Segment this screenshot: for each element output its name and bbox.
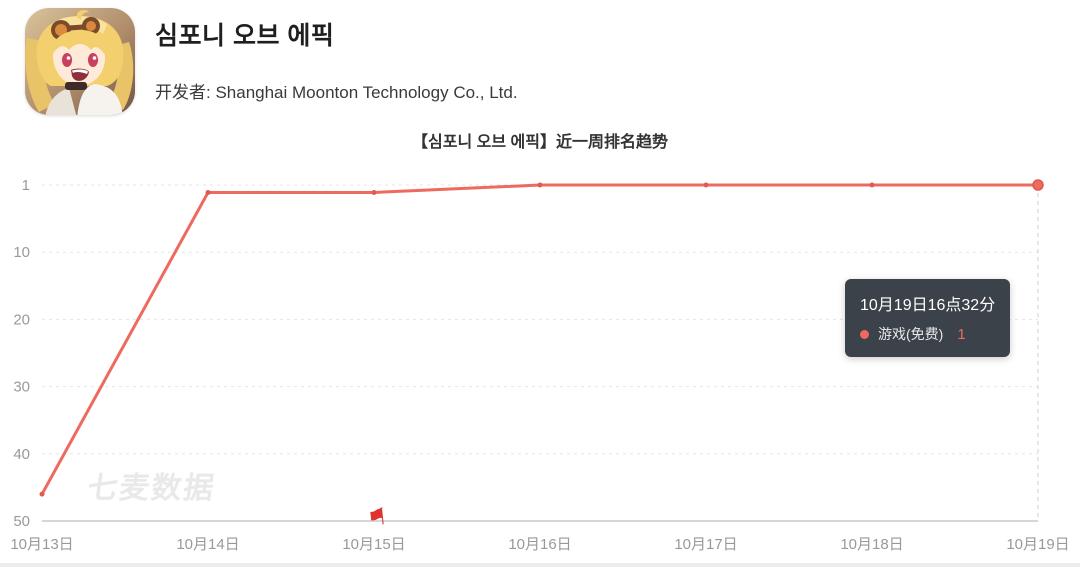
x-axis-tick-label: 10月14日 <box>176 536 239 553</box>
data-point[interactable] <box>703 182 709 188</box>
app-header: 심포니 오브 에픽 开发者: Shanghai Moonton Technolo… <box>0 0 1080 125</box>
highlighted-data-point[interactable] <box>1032 179 1044 191</box>
tooltip-series-label: 游戏(免费) <box>878 326 944 342</box>
data-point[interactable] <box>205 189 211 195</box>
app-title: 심포니 오브 에픽 <box>155 22 335 50</box>
x-axis-tick-label: 10月13日 <box>10 536 73 553</box>
anime-girl-icon <box>25 8 135 115</box>
y-axis-tick-label: 50 <box>13 513 30 530</box>
series-dot-icon <box>860 329 869 339</box>
chart-title: 【심포니 오브 에픽】近一周排名趋势 <box>412 134 668 151</box>
flag-marker-icon[interactable]: ⚑ <box>365 502 389 532</box>
y-axis-tick-label: 30 <box>13 379 30 396</box>
rank-trend-chart[interactable]: 七麦数据 1 10 20 30 40 50 10月13日 10月14日 10月15日 10月16日… <box>0 160 1080 567</box>
data-point[interactable] <box>371 189 377 195</box>
developer-label: 开发者: Shanghai Moonton Technology Co., Lt… <box>155 83 518 102</box>
data-point[interactable] <box>869 182 875 188</box>
chart-tooltip: 10月19日16点32分 游戏(免费) 1 <box>845 279 1011 357</box>
chart-canvas[interactable]: 1 10 20 30 40 50 10月13日 10月14日 10月15日 10月16日 10月17… <box>0 160 1080 567</box>
y-axis-tick-label: 40 <box>13 446 30 463</box>
y-axis-tick-label: 10 <box>13 244 30 261</box>
tooltip-time: 10月19日16点32分 <box>860 297 996 314</box>
x-axis-tick-label: 10月15日 <box>342 536 405 553</box>
y-axis-tick-label: 1 <box>22 177 30 194</box>
app-icon <box>25 8 135 115</box>
y-axis-tick-label: 20 <box>13 311 30 328</box>
page-bottom-edge <box>0 563 1080 567</box>
x-axis-tick-label: 10月19日 <box>1006 536 1069 553</box>
x-axis-tick-label: 10月16日 <box>508 536 571 553</box>
tooltip-series-row: 游戏(免费) 1 <box>860 324 995 344</box>
x-axis-tick-label: 10月17日 <box>674 536 737 553</box>
data-point[interactable] <box>537 182 543 188</box>
data-point[interactable] <box>39 491 45 497</box>
tooltip-value: 1 <box>957 325 966 343</box>
x-axis-tick-label: 10月18日 <box>840 536 903 553</box>
